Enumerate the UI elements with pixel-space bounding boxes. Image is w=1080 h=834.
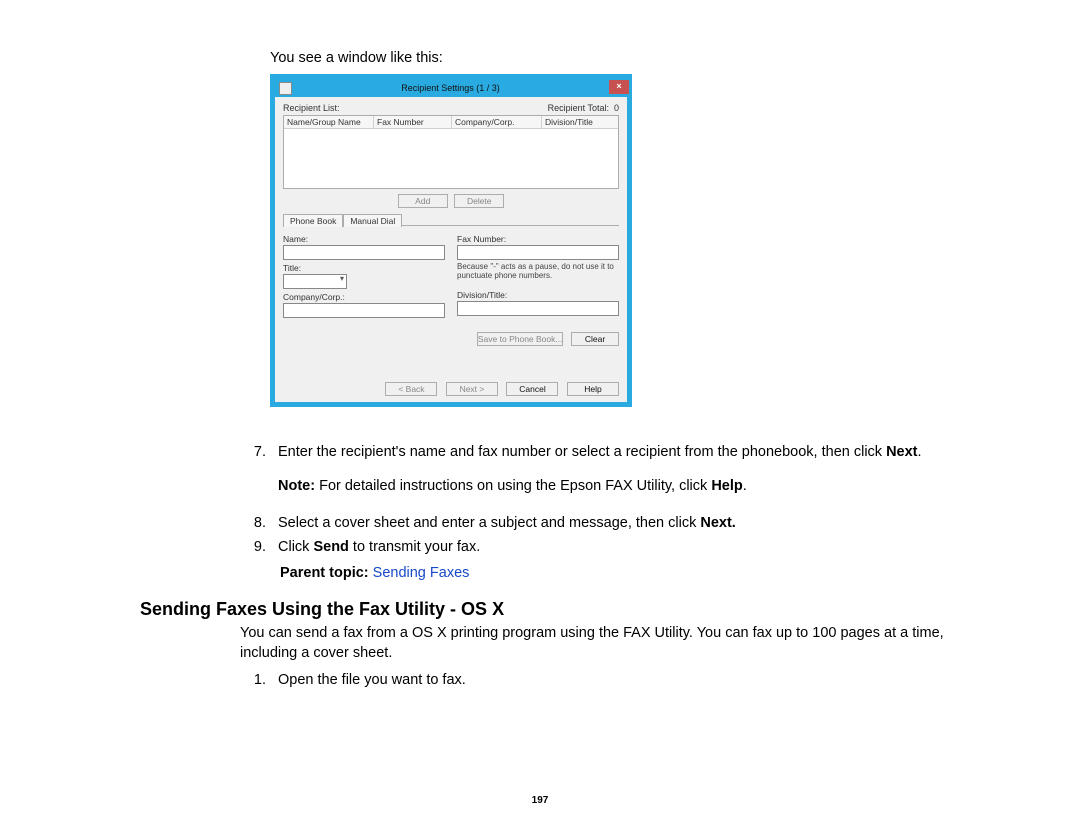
- intro-text: You see a window like this:: [270, 50, 960, 66]
- label-faxnumber: Fax Number:: [457, 234, 619, 244]
- step-number: 1.: [238, 671, 266, 691]
- cancel-button[interactable]: Cancel: [506, 382, 558, 396]
- step-number: 8.: [238, 514, 266, 534]
- step-number: 7.: [238, 443, 266, 510]
- recipient-list-table[interactable]: Name/Group Name Fax Number Company/Corp.…: [283, 115, 619, 189]
- section-paragraph: You can send a fax from a OS X printing …: [240, 624, 960, 663]
- clear-button[interactable]: Clear: [571, 332, 619, 346]
- col-company: Company/Corp.: [452, 116, 542, 128]
- add-button[interactable]: Add: [398, 194, 448, 208]
- step-7: Enter the recipient's name and fax numbe…: [278, 443, 960, 510]
- recipient-list-label: Recipient List:: [283, 103, 340, 113]
- save-phonebook-button[interactable]: Save to Phone Book...: [477, 332, 564, 346]
- parent-topic-link[interactable]: Sending Faxes: [373, 565, 470, 581]
- close-icon[interactable]: ×: [609, 80, 629, 94]
- section2-step-1: Open the file you want to fax.: [278, 671, 960, 691]
- back-button[interactable]: < Back: [385, 382, 437, 396]
- label-name: Name:: [283, 234, 445, 244]
- name-input[interactable]: [283, 245, 445, 260]
- recipient-total: Recipient Total: 0: [548, 103, 619, 113]
- app-icon: [279, 82, 292, 95]
- screenshot-window: Recipient Settings (1 / 3) × Recipient L…: [270, 74, 960, 407]
- col-name: Name/Group Name: [284, 116, 374, 128]
- step-9: Click Send to transmit your fax.: [278, 538, 960, 558]
- fax-hint: Because "-" acts as a pause, do not use …: [457, 262, 619, 280]
- window-title: Recipient Settings (1 / 3): [292, 83, 609, 93]
- company-input[interactable]: [283, 303, 445, 318]
- col-fax: Fax Number: [374, 116, 452, 128]
- page-number: 197: [0, 795, 1080, 806]
- title-select[interactable]: [283, 274, 347, 289]
- step-number: 9.: [238, 538, 266, 558]
- label-title: Title:: [283, 263, 445, 273]
- col-division: Division/Title: [542, 116, 618, 128]
- help-button[interactable]: Help: [567, 382, 619, 396]
- parent-topic: Parent topic: Sending Faxes: [280, 565, 960, 581]
- delete-button[interactable]: Delete: [454, 194, 504, 208]
- titlebar: Recipient Settings (1 / 3) ×: [275, 79, 627, 97]
- tab-manual-dial[interactable]: Manual Dial: [343, 214, 402, 227]
- step-8: Select a cover sheet and enter a subject…: [278, 514, 960, 534]
- note: Note: For detailed instructions on using…: [278, 477, 960, 497]
- label-division: Division/Title:: [457, 290, 619, 300]
- label-company: Company/Corp.:: [283, 292, 445, 302]
- faxnumber-input[interactable]: [457, 245, 619, 260]
- division-input[interactable]: [457, 301, 619, 316]
- section-heading: Sending Faxes Using the Fax Utility - OS…: [140, 599, 960, 620]
- tab-phonebook[interactable]: Phone Book: [283, 214, 343, 227]
- next-button[interactable]: Next >: [446, 382, 498, 396]
